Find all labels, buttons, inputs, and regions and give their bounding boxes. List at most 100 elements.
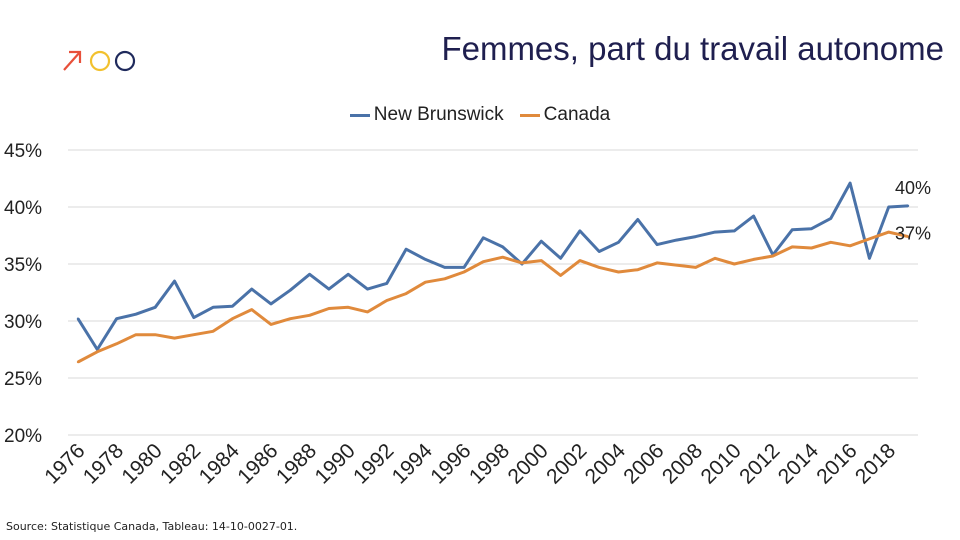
data-point [482, 236, 485, 239]
x-tick-label: 1998 [465, 439, 514, 488]
y-tick-label: 20% [4, 426, 42, 447]
data-point [520, 261, 524, 265]
data-point [211, 330, 215, 333]
data-point [443, 266, 446, 269]
legend-item-canada: Canada [519, 104, 610, 126]
data-point [617, 270, 620, 274]
x-tick-label: 1976 [40, 439, 89, 488]
data-point [810, 246, 813, 250]
y-tick-label: 35% [4, 255, 42, 276]
data-point [906, 204, 910, 208]
data-point [559, 274, 562, 277]
y-tick-label: 40% [4, 198, 42, 219]
data-point [385, 282, 389, 285]
series-line-new-brunswick [76, 181, 909, 351]
data-point [578, 259, 582, 262]
legend-item-new-brunswick: New Brunswick [349, 104, 504, 126]
data-point [887, 205, 890, 209]
data-point [443, 277, 446, 281]
legend-label-new-brunswick: New Brunswick [373, 104, 504, 125]
data-point [501, 255, 504, 259]
x-tick-label: 2016 [812, 439, 861, 488]
data-point [424, 281, 427, 284]
data-point [733, 229, 736, 233]
data-point [887, 230, 890, 234]
data-point [76, 360, 80, 364]
data-point [366, 310, 369, 314]
data-point [96, 350, 99, 353]
data-point [462, 270, 466, 274]
data-point [154, 333, 157, 336]
data-point [810, 227, 813, 230]
data-label: 40% [895, 178, 931, 198]
x-tick-label: 1982 [156, 439, 205, 488]
data-point [76, 317, 80, 320]
data-point [655, 261, 659, 265]
data-point [424, 258, 427, 261]
data-point [829, 241, 832, 244]
data-point [269, 323, 273, 326]
data-point [540, 259, 543, 262]
data-point [482, 260, 485, 263]
data-point [404, 247, 408, 251]
data-point [559, 257, 562, 260]
data-point [404, 292, 408, 295]
data-point [597, 266, 601, 269]
x-tick-label: 2012 [735, 439, 784, 488]
data-point [694, 266, 697, 269]
data-point [347, 273, 350, 276]
y-tick-label: 30% [4, 312, 42, 333]
data-point [713, 257, 717, 260]
data-point [115, 317, 118, 320]
x-tick-label: 2010 [697, 439, 746, 488]
data-point [231, 317, 234, 320]
data-point [868, 257, 871, 260]
x-tick-label: 2014 [774, 439, 824, 489]
data-point [578, 229, 582, 233]
data-point [540, 240, 543, 243]
data-point [501, 245, 504, 249]
data-point [211, 306, 215, 309]
x-tick-label: 2002 [542, 439, 591, 488]
data-point [385, 299, 389, 302]
data-point [906, 235, 910, 238]
data-point [192, 333, 196, 336]
data-point [733, 262, 736, 266]
y-tick-label: 45% [4, 141, 42, 162]
x-tick-label: 2004 [581, 439, 631, 489]
data-point [790, 245, 794, 249]
data-point [636, 218, 639, 221]
data-point [134, 333, 138, 336]
x-tick-label: 1978 [79, 439, 128, 488]
data-point [752, 214, 755, 218]
data-point [327, 287, 331, 291]
data-point [655, 243, 659, 246]
data-point [694, 235, 697, 238]
data-point [597, 250, 601, 253]
data-point [173, 279, 176, 283]
x-tick-label: 1990 [310, 439, 359, 488]
x-tick-label: 1986 [233, 439, 282, 488]
data-point [868, 237, 871, 241]
data-point [347, 306, 350, 309]
arrow-circles-logo-icon [63, 50, 136, 72]
data-point [848, 181, 852, 185]
x-tick-label: 1980 [117, 439, 166, 488]
data-point [848, 244, 852, 247]
data-point [250, 308, 253, 311]
data-label: 37% [895, 224, 931, 244]
data-point [192, 316, 196, 319]
x-tick-label: 1994 [388, 439, 438, 489]
data-point [134, 312, 138, 316]
chart-title: Femmes, part du travail autonome [441, 30, 944, 67]
data-point [366, 287, 369, 291]
data-point [790, 228, 794, 231]
data-point [269, 302, 273, 306]
y-tick-label: 25% [4, 369, 42, 390]
x-tick-label: 1992 [349, 439, 398, 488]
data-point [289, 317, 292, 320]
legend: New Brunswick Canada [0, 104, 960, 126]
data-point [173, 336, 176, 340]
data-point [771, 254, 775, 258]
